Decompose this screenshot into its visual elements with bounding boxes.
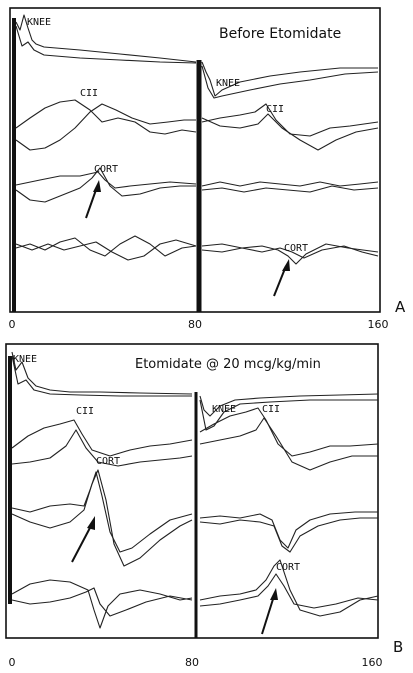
panel-a-frame [9, 7, 381, 313]
a-cort-lower-trace-1 [15, 235, 197, 257]
b-cii-trace-2 [11, 429, 193, 467]
a-cii-trace-1 [15, 99, 197, 135]
a-cii-trace-4 [201, 113, 379, 151]
b-marker-knee-2: KNEE [212, 404, 236, 415]
b-cort-lower-trace-1 [11, 579, 193, 629]
b-cii-trace-3 [199, 407, 379, 457]
b-tick-label-80: 80 [185, 656, 199, 669]
b-marker-cort-1: CORT [96, 456, 120, 467]
b-cort-trace-3 [199, 511, 378, 549]
panel-a-title: Before Etomidate [219, 26, 341, 42]
a-knee-trace-2 [15, 25, 197, 64]
a-cort-trace-3 [201, 181, 379, 187]
b-cort-trace-2 [11, 469, 193, 567]
a-marker-cort-2: CORT [284, 243, 308, 254]
a-marker-cii-1: CII [80, 88, 98, 99]
b-cort-trace-1 [11, 471, 193, 553]
a-cii-trace-2 [15, 103, 196, 151]
b-knee-trace-3 [199, 393, 379, 417]
b-knee-trace-4 [199, 399, 378, 431]
b-cort-lower-trace-4 [199, 573, 379, 609]
panel-b-label: B [393, 638, 403, 656]
b-tick-label-0: 0 [9, 656, 16, 669]
b-arrow-cort-1 [71, 516, 95, 563]
panel-a: Before Etomidate KNEE KNEE CII CII CORT … [9, 7, 406, 331]
a-knee-trace-3 [201, 61, 378, 97]
b-knee-trace-2 [11, 355, 192, 397]
b-tick-label-160: 160 [362, 656, 383, 669]
b-cort-trace-4 [199, 517, 378, 553]
a-cort-lower-trace-3 [201, 243, 379, 265]
panel-a-label: A [395, 298, 406, 316]
a-marker-cort-1: CORT [94, 164, 118, 175]
b-cort-lower-trace-2 [11, 587, 193, 617]
a-cort-trace-4 [201, 185, 379, 193]
a-marker-cii-2: CII [266, 104, 284, 115]
b-marker-cort-2: CORT [276, 562, 300, 573]
a-cort-lower-trace-2 [15, 239, 197, 261]
b-knee-trace-1 [11, 351, 193, 395]
a-tick-label-0: 0 [9, 318, 16, 331]
a-knee-trace-1 [15, 14, 197, 63]
a-marker-knee-2: KNEE [216, 78, 240, 89]
a-cort-trace-2 [15, 167, 196, 203]
b-cii-trace-4 [199, 417, 378, 471]
b-cort-lower-trace-3 [199, 559, 379, 617]
a-tick-label-160: 160 [368, 318, 389, 331]
a-cort-lower-trace-4 [201, 245, 379, 259]
a-cii-trace-3 [201, 103, 379, 137]
a-knee-trace-4 [201, 65, 379, 99]
panel-b: Etomidate @ 20 mcg/kg/min KNEE KNEE CII … [5, 343, 403, 669]
b-marker-cii-2: CII [262, 404, 280, 415]
b-cii-trace-1 [11, 419, 193, 457]
a-marker-knee-1: KNEE [27, 17, 51, 28]
a-arrow-cort-2 [273, 259, 290, 297]
b-marker-knee-1: KNEE [13, 354, 37, 365]
b-marker-cii-1: CII [76, 406, 94, 417]
a-arrow-cort-1 [85, 180, 101, 219]
b-arrow-cort-2 [261, 588, 278, 635]
a-tick-label-80: 80 [188, 318, 202, 331]
panel-b-title: Etomidate @ 20 mcg/kg/min [135, 357, 321, 372]
a-cort-trace-1 [15, 171, 197, 189]
panel-b-frame [5, 343, 379, 639]
